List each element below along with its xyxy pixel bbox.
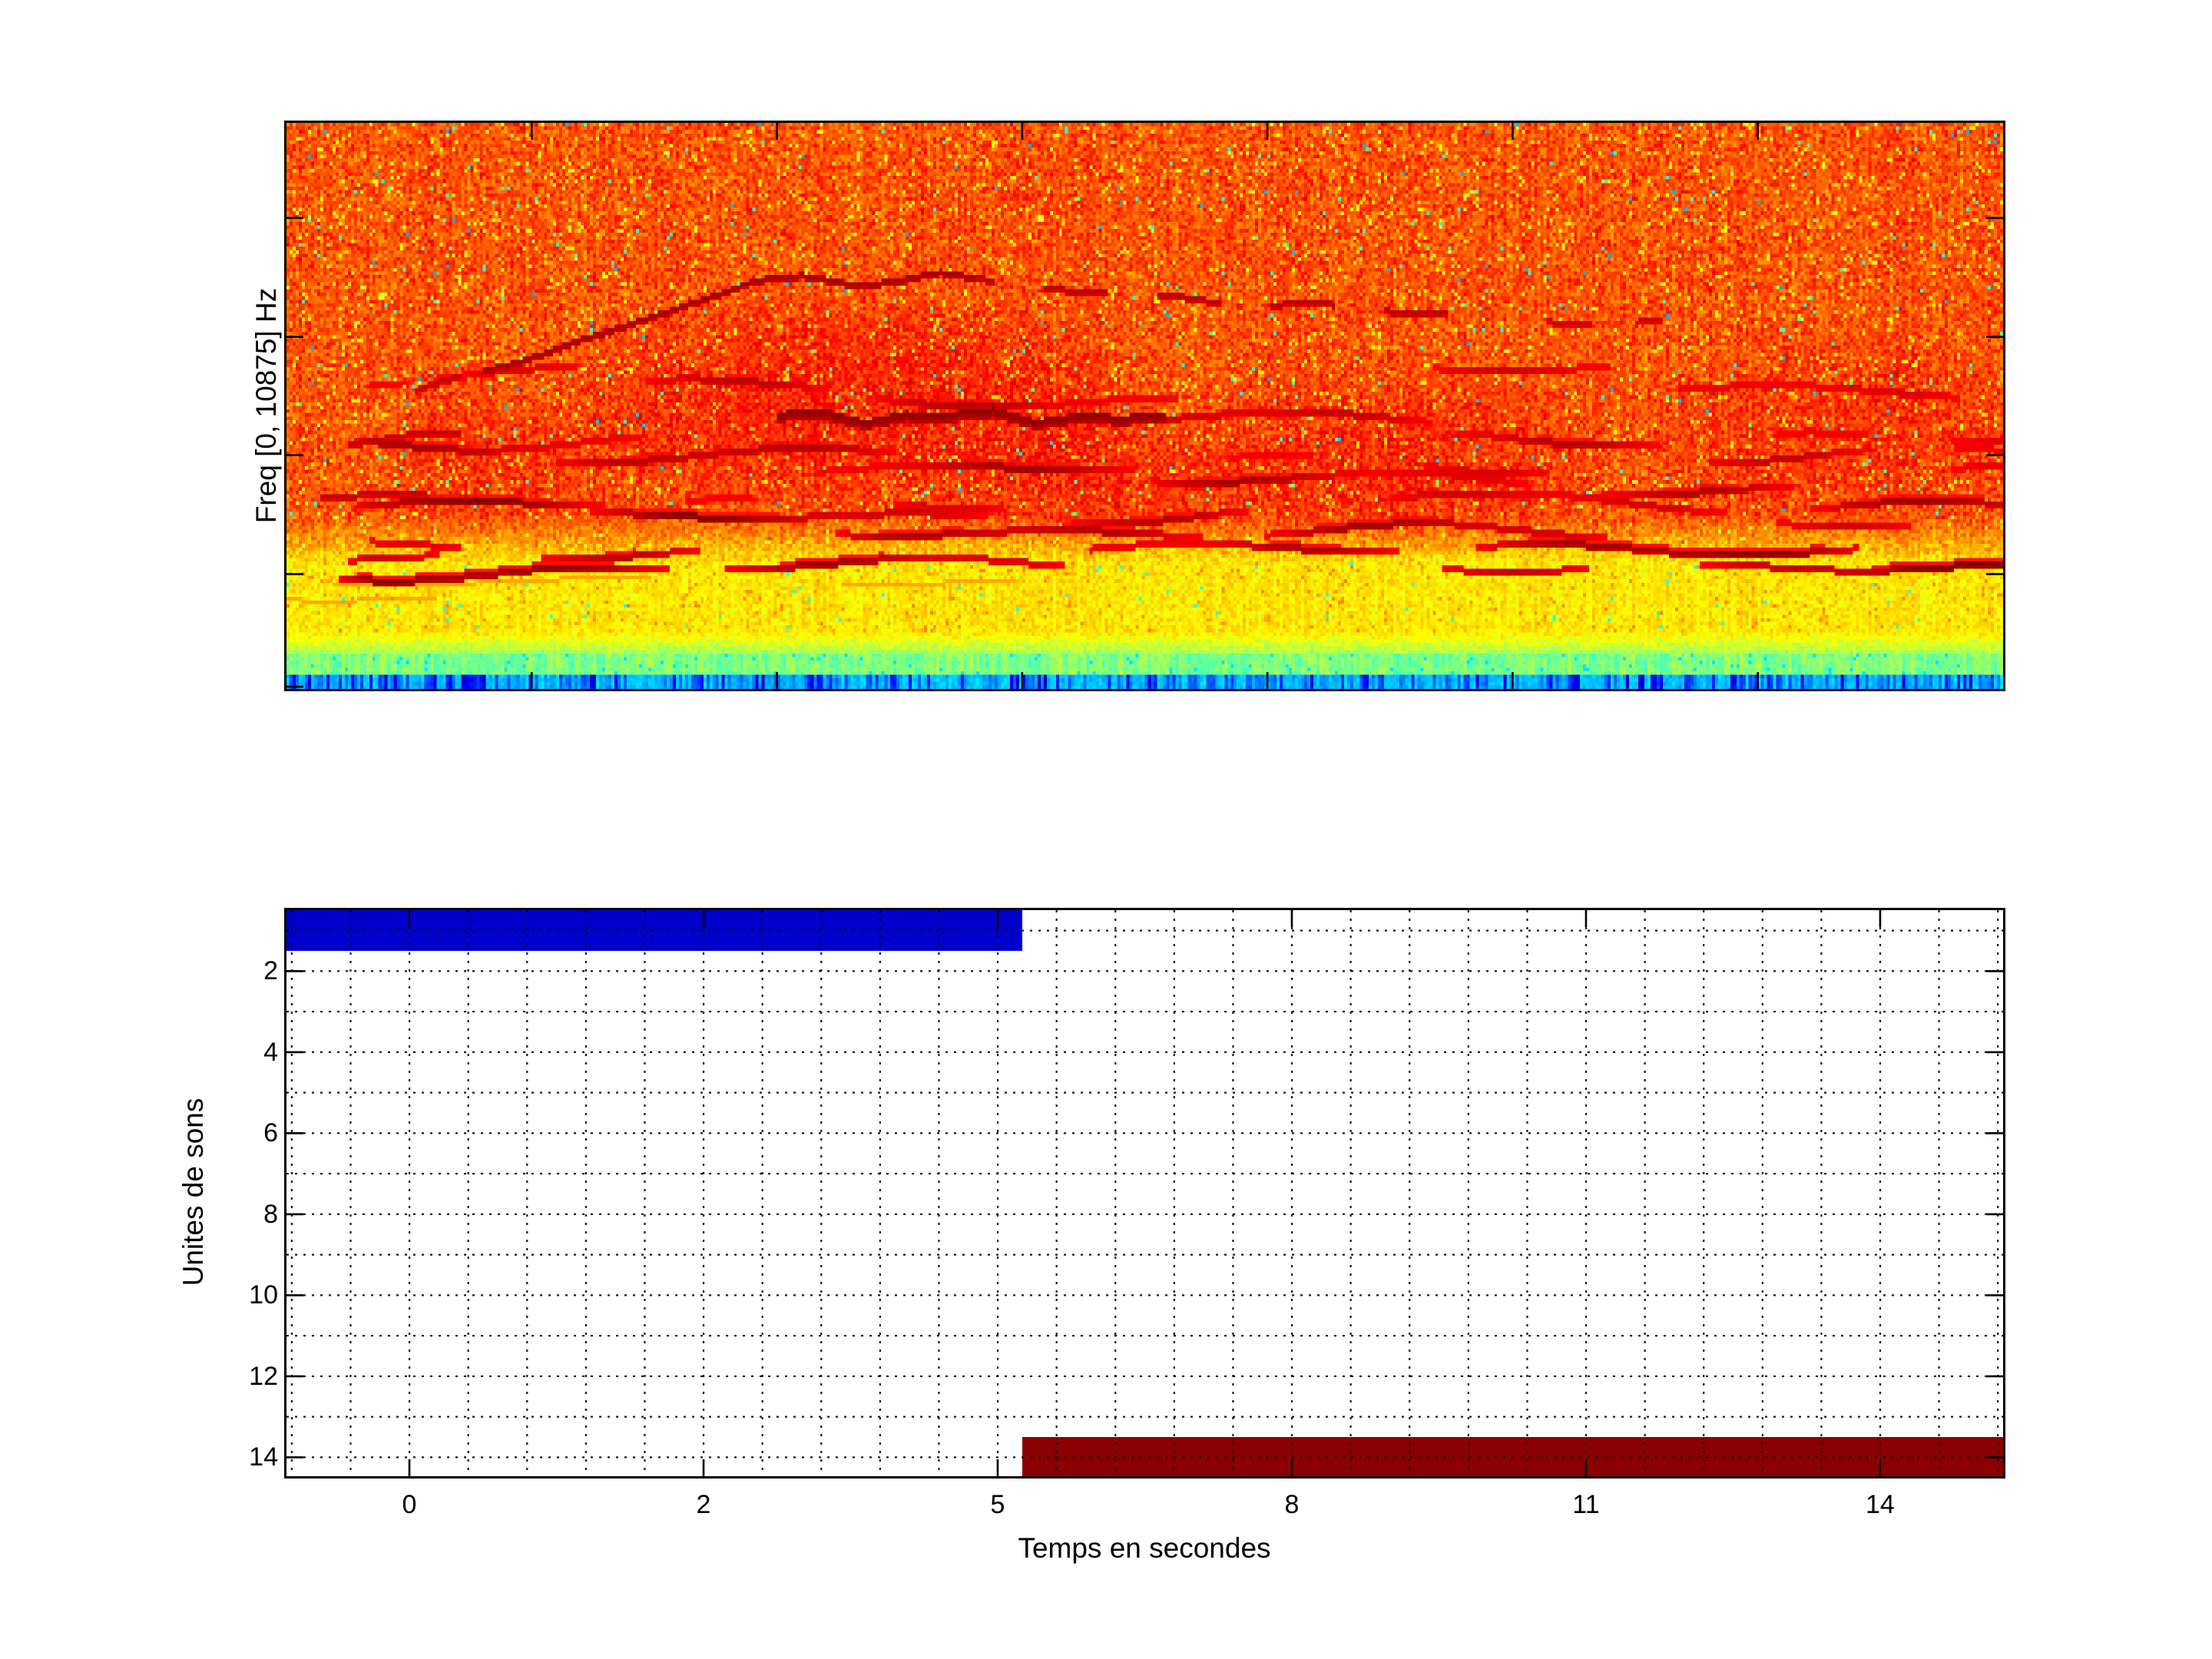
y-tick-label-2: 2 xyxy=(263,956,278,986)
y-tick-label-12: 12 xyxy=(249,1361,278,1391)
spectrogram-ylabel: Freq [0, 10875] Hz xyxy=(250,287,282,524)
x-tick-label-14: 14 xyxy=(1866,1490,1895,1519)
spectrogram-plot xyxy=(284,121,2005,691)
y-tick-label-10: 10 xyxy=(249,1280,278,1310)
x-tick-label-11: 11 xyxy=(1572,1490,1600,1519)
x-tick-label-2: 2 xyxy=(696,1490,711,1519)
x-tick-label-0: 0 xyxy=(402,1490,417,1519)
y-axis-label: Unites de sons xyxy=(177,1098,209,1286)
grid-and-ticks xyxy=(286,910,2003,1476)
x-axis-label: Temps en secondes xyxy=(1018,1532,1271,1564)
y-tick-label-8: 8 xyxy=(263,1199,278,1229)
spectrogram-tick-marks xyxy=(286,123,2003,689)
y-tick-label-6: 6 xyxy=(263,1118,278,1148)
units-bars-plot xyxy=(284,908,2005,1479)
y-tick-label-4: 4 xyxy=(263,1037,278,1067)
x-tick-label-5: 5 xyxy=(990,1490,1005,1519)
y-tick-label-14: 14 xyxy=(249,1442,278,1472)
x-tick-label-8: 8 xyxy=(1284,1490,1300,1519)
spectrogram-image xyxy=(286,123,2003,689)
